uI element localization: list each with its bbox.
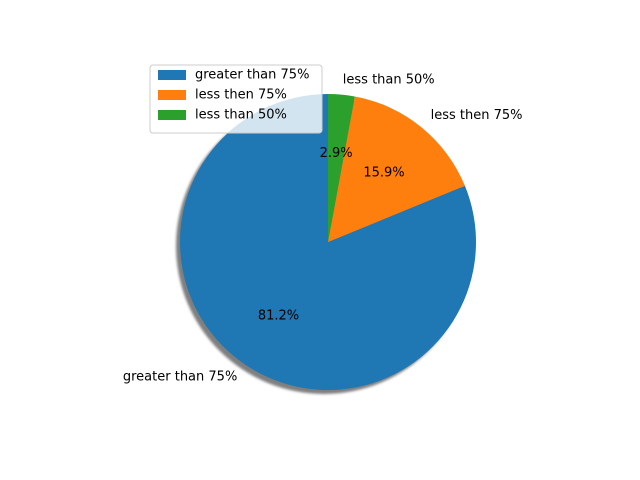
legend-label-less-then-75: less then 75% <box>195 88 287 103</box>
pie-slice-less-then-75 <box>328 96 465 242</box>
pct-label-greater-than-75: 81.2% <box>258 308 299 323</box>
pct-label-less-than-50: 2.9% <box>320 146 353 161</box>
legend-label-greater-than-75: greater than 75% <box>195 68 309 83</box>
legend-frame <box>149 64 323 134</box>
slice-label-less-then-75: less then 75% <box>431 108 523 123</box>
pie-slice-less-than-50 <box>328 94 355 242</box>
legend-swatch-less-then-75 <box>158 90 186 100</box>
slice-label-less-than-50: less than 50% <box>343 72 435 87</box>
legend-swatch-greater-than-75 <box>158 70 186 80</box>
legend: greater than 75% less then 75% less than 5… <box>149 64 323 134</box>
legend-label-less-than-50: less than 50% <box>195 108 287 123</box>
legend-swatch-less-than-50 <box>158 110 186 120</box>
pct-label-less-then-75: 15.9% <box>363 166 404 181</box>
slice-label-greater-than-75: greater than 75% <box>123 370 237 385</box>
pie-slices <box>179 94 476 391</box>
pie-slice-greater-than-75 <box>179 94 476 391</box>
pie-labels: 81.2% greater than 75% 15.9% less then 75% 2… <box>123 72 523 384</box>
